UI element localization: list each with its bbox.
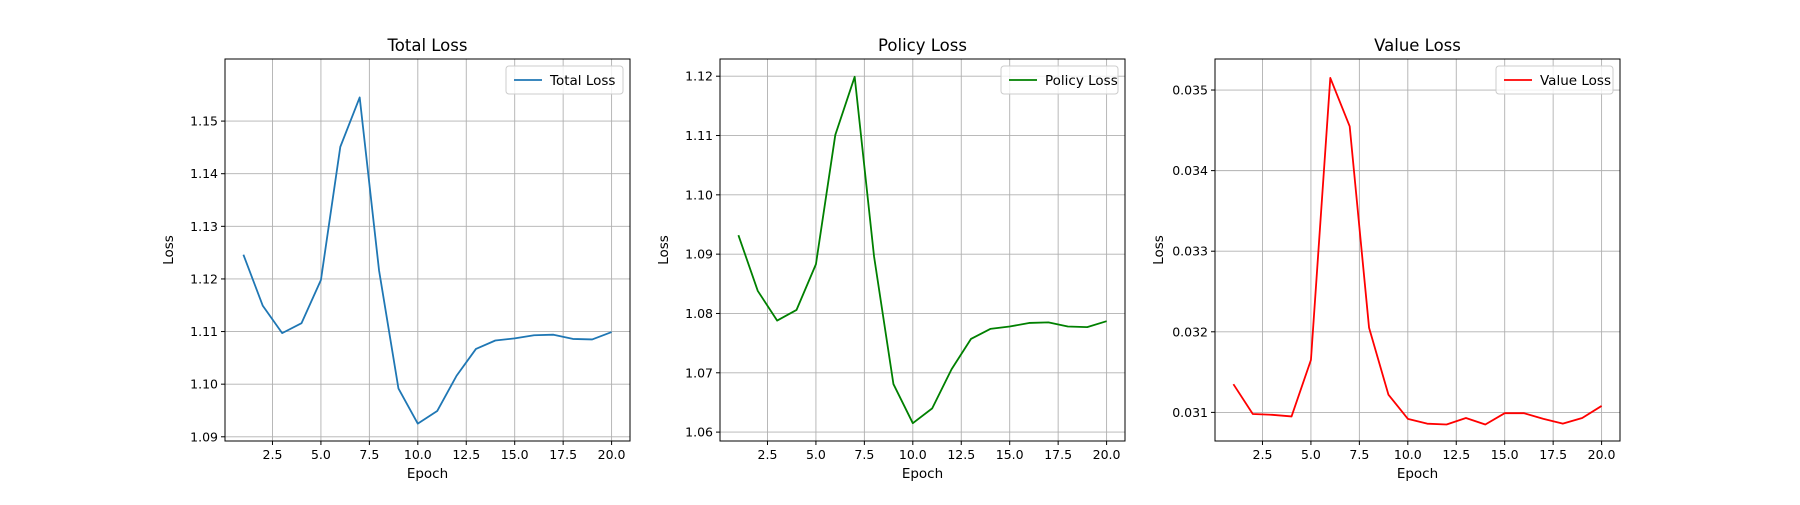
x-tick-label: 12.5	[947, 447, 975, 462]
legend: Total Loss	[505, 65, 624, 95]
y-tick-label: 0.035	[1172, 83, 1208, 98]
axes-frame	[719, 58, 1126, 442]
series-line-1	[1232, 77, 1603, 426]
legend-label: Total Loss	[549, 73, 615, 89]
x-tick-label: 5.0	[1301, 447, 1321, 462]
y-axis-label: Loss	[656, 235, 672, 265]
x-tick-label: 10.0	[1394, 447, 1422, 462]
chart-panel-2: 2.5 5.0 7.5 10.0 12.5 15.0 17.5 20.0 1.06 1.07 1.0…	[656, 36, 1126, 482]
legend: Policy Loss	[1000, 65, 1119, 95]
y-tick-label: 1.08	[685, 306, 713, 321]
y-tick-label: 1.15	[190, 114, 218, 129]
y-tick-label: 1.11	[190, 324, 218, 339]
legend: Value Loss	[1495, 65, 1614, 95]
chart-title: Value Loss	[1374, 36, 1461, 55]
axes-frame	[224, 58, 631, 442]
x-tick-label: 5.0	[311, 447, 331, 462]
legend-box	[505, 65, 624, 95]
y-tick-label: 0.032	[1172, 324, 1208, 339]
chart-title: Policy Loss	[878, 36, 967, 55]
chart-panel-1: 2.5 5.0 7.5 10.0 12.5 15.0 17.5 20.0 1.09 1.10 1.1…	[161, 36, 631, 482]
y-tick-label: 0.034	[1172, 163, 1208, 178]
chart-panel-3: 2.5 5.0 7.5 10.0 12.5 15.0 17.5 20.0 0.031 0.032 0…	[1151, 36, 1621, 482]
y-axis-label: Loss	[1151, 235, 1167, 265]
legend-label: Value Loss	[1540, 73, 1611, 89]
axes-frame	[1214, 58, 1621, 442]
x-tick-label: 12.5	[452, 447, 480, 462]
y-tick-label: 1.13	[190, 219, 218, 234]
x-tick-label: 20.0	[1588, 447, 1616, 462]
y-tick-label: 1.09	[685, 247, 713, 262]
y-tick-label: 1.12	[685, 69, 713, 84]
y-tick-label: 1.12	[190, 271, 218, 286]
legend-label: Policy Loss	[1045, 73, 1118, 89]
x-tick-label: 15.0	[501, 447, 529, 462]
y-tick-label: 1.10	[685, 187, 713, 202]
y-tick-label: 1.10	[190, 377, 218, 392]
x-tick-label: 7.5	[1349, 447, 1369, 462]
y-tick-label: 1.14	[190, 166, 218, 181]
x-axis-label: Epoch	[1397, 466, 1438, 482]
x-tick-label: 15.0	[1491, 447, 1519, 462]
x-axis-label: Epoch	[902, 466, 943, 482]
x-axis-label: Epoch	[407, 466, 448, 482]
y-axis-label: Loss	[161, 235, 177, 265]
x-tick-label: 7.5	[854, 447, 874, 462]
x-tick-label: 2.5	[1253, 447, 1273, 462]
y-tick-label: 1.06	[685, 425, 713, 440]
series-line-1	[737, 75, 1107, 425]
x-tick-label: 10.0	[404, 447, 432, 462]
y-tick-label: 0.031	[1172, 405, 1208, 420]
chart-title: Total Loss	[387, 36, 468, 55]
legend-box	[1000, 65, 1119, 95]
x-tick-label: 10.0	[899, 447, 927, 462]
y-tick-label: 1.11	[685, 128, 713, 143]
legend-box	[1495, 65, 1614, 95]
x-tick-label: 7.5	[359, 447, 379, 462]
x-tick-label: 17.5	[549, 447, 577, 462]
y-tick-label: 0.033	[1172, 244, 1208, 259]
x-tick-label: 17.5	[1539, 447, 1567, 462]
x-tick-label: 12.5	[1442, 447, 1470, 462]
x-tick-label: 17.5	[1044, 447, 1072, 462]
y-tick-label: 1.07	[685, 365, 713, 380]
x-tick-label: 15.0	[996, 447, 1024, 462]
x-tick-label: 5.0	[806, 447, 826, 462]
y-tick-label: 1.09	[190, 429, 218, 444]
x-tick-label: 20.0	[598, 447, 626, 462]
series-line-1	[242, 96, 612, 425]
x-tick-label: 2.5	[263, 447, 283, 462]
x-tick-label: 2.5	[758, 447, 778, 462]
x-tick-label: 20.0	[1093, 447, 1121, 462]
